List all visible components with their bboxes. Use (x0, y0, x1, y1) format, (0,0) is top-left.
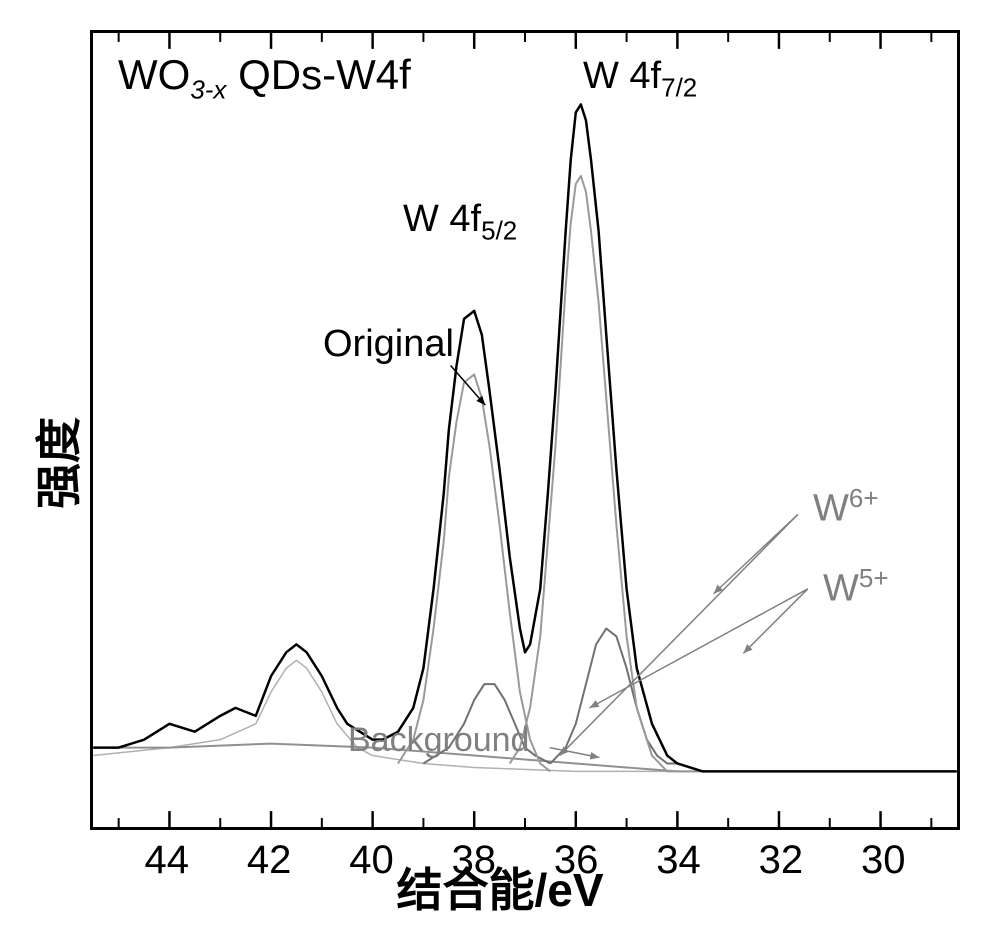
curve-w6_a (398, 374, 550, 771)
x-tick-label: 44 (145, 838, 190, 883)
x-tick-label: 34 (656, 838, 701, 883)
plot-area: WO3-x QDs-W4f W 4f5/2 W 4f7/2 Original W… (90, 30, 960, 830)
peak-label-w4f72: W 4f7/2 (583, 55, 697, 104)
label-w5plus: W5+ (823, 563, 889, 611)
curve-w5_b (550, 629, 677, 764)
chart-title: WO3-x QDs-W4f (118, 51, 411, 105)
y-axis-label: 强度 (23, 417, 89, 509)
chart-svg (93, 33, 957, 827)
x-tick-label: 42 (247, 838, 292, 883)
x-tick-label: 30 (861, 838, 906, 883)
label-background: Background (348, 721, 529, 760)
x-tick-label: 40 (349, 838, 394, 883)
x-tick-label: 32 (759, 838, 804, 883)
label-original: Original (323, 323, 454, 366)
curve-original (93, 104, 956, 771)
label-w6plus: W6+ (813, 483, 879, 531)
peak-label-w4f52: W 4f5/2 (403, 198, 517, 247)
curve-w6_b (510, 176, 678, 772)
chart-container: WO3-x QDs-W4f W 4f5/2 W 4f7/2 Original W… (90, 30, 960, 830)
x-axis-label: 结合能/eV (396, 854, 603, 920)
